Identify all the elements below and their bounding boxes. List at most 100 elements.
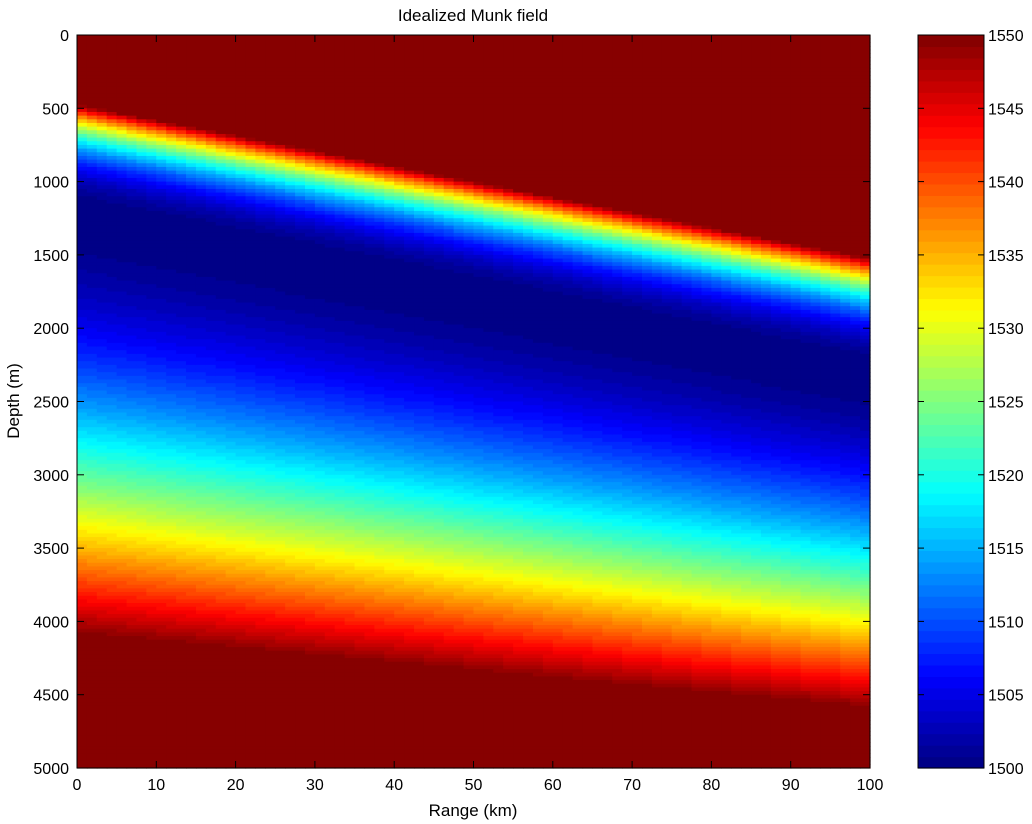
heatmap-cell bbox=[126, 221, 138, 227]
heatmap-cell bbox=[314, 430, 326, 436]
heatmap-cell bbox=[285, 214, 296, 219]
heatmap-cell bbox=[146, 210, 157, 216]
heatmap-cell bbox=[304, 467, 316, 472]
heatmap-cell bbox=[225, 192, 237, 197]
heatmap-cell bbox=[255, 280, 266, 285]
heatmap-cell bbox=[314, 449, 326, 454]
heatmap-cell bbox=[106, 86, 118, 91]
heatmap-cell bbox=[245, 357, 257, 362]
heatmap-cell bbox=[136, 236, 147, 241]
heatmap-cell bbox=[96, 137, 108, 142]
heatmap-cell bbox=[176, 416, 187, 421]
heatmap-cell bbox=[146, 716, 157, 721]
heatmap-cell bbox=[265, 610, 276, 615]
heatmap-cell bbox=[106, 375, 118, 381]
heatmap-cell bbox=[205, 115, 217, 120]
heatmap-cell bbox=[235, 97, 247, 102]
heatmap-cell bbox=[86, 108, 98, 113]
heatmap-cell bbox=[86, 449, 98, 454]
heatmap-cell bbox=[176, 368, 187, 373]
heatmap-cell bbox=[245, 368, 257, 373]
heatmap-cell bbox=[225, 555, 237, 560]
heatmap-cell bbox=[146, 720, 157, 725]
heatmap-cell bbox=[96, 621, 108, 626]
heatmap-cell bbox=[156, 372, 167, 377]
heatmap-cell bbox=[166, 588, 177, 593]
heatmap-cell bbox=[205, 111, 217, 117]
heatmap-cell bbox=[314, 467, 326, 472]
heatmap-cell bbox=[235, 170, 247, 175]
heatmap-cell bbox=[106, 320, 118, 326]
heatmap-cell bbox=[156, 170, 167, 175]
heatmap-cell bbox=[166, 573, 177, 579]
heatmap-cell bbox=[86, 463, 98, 469]
heatmap-cell bbox=[314, 540, 326, 546]
heatmap-cell bbox=[225, 364, 237, 370]
heatmap-cell bbox=[96, 438, 108, 443]
heatmap-cell bbox=[295, 126, 306, 131]
heatmap-cell bbox=[166, 38, 177, 43]
heatmap-cell bbox=[136, 749, 147, 754]
heatmap-cell bbox=[285, 555, 296, 560]
heatmap-cell bbox=[77, 588, 88, 593]
heatmap-cell bbox=[275, 331, 286, 337]
heatmap-cell bbox=[314, 408, 326, 414]
heatmap-cell bbox=[304, 647, 316, 652]
heatmap-cell bbox=[285, 423, 296, 428]
heatmap-cell bbox=[186, 306, 197, 311]
heatmap-cell bbox=[295, 705, 306, 710]
heatmap-cell bbox=[215, 163, 227, 168]
heatmap-cell bbox=[304, 232, 316, 238]
heatmap-cell bbox=[225, 713, 237, 718]
heatmap-cell bbox=[265, 291, 276, 296]
heatmap-cell bbox=[225, 89, 237, 95]
heatmap-cell bbox=[86, 599, 98, 604]
heatmap-cell bbox=[314, 705, 326, 710]
heatmap-cell bbox=[116, 35, 128, 40]
heatmap-cell bbox=[205, 390, 217, 395]
heatmap-cell bbox=[275, 760, 286, 765]
heatmap-cell bbox=[186, 375, 197, 381]
heatmap-cell bbox=[235, 760, 247, 765]
heatmap-cell bbox=[195, 584, 207, 590]
heatmap-cell bbox=[215, 654, 227, 659]
heatmap-cell bbox=[186, 89, 197, 95]
heatmap-cell bbox=[136, 218, 147, 223]
heatmap-cell bbox=[314, 544, 326, 549]
heatmap-cell bbox=[86, 331, 98, 337]
heatmap-cell bbox=[96, 559, 108, 564]
heatmap-cell bbox=[195, 581, 207, 586]
heatmap-cell bbox=[314, 35, 326, 40]
heatmap-cell bbox=[86, 430, 98, 436]
heatmap-cell bbox=[265, 306, 276, 311]
heatmap-cell bbox=[126, 537, 138, 542]
heatmap-cell bbox=[116, 170, 128, 175]
heatmap-cell bbox=[146, 75, 157, 80]
heatmap-cell bbox=[176, 353, 187, 359]
heatmap-cell bbox=[126, 588, 138, 593]
heatmap-cell bbox=[245, 188, 257, 194]
heatmap-cell bbox=[116, 163, 128, 168]
heatmap-cell bbox=[304, 207, 316, 212]
heatmap-cell bbox=[116, 625, 128, 630]
heatmap-cell bbox=[265, 401, 276, 406]
heatmap-cell bbox=[156, 507, 167, 513]
heatmap-cell bbox=[225, 60, 237, 65]
heatmap-cell bbox=[255, 643, 266, 648]
heatmap-cell bbox=[215, 353, 227, 359]
heatmap-cell bbox=[215, 397, 227, 403]
heatmap-cell bbox=[106, 229, 118, 234]
heatmap-cell bbox=[156, 100, 167, 106]
heatmap-cell bbox=[136, 742, 147, 747]
heatmap-cell bbox=[77, 456, 88, 461]
heatmap-cell bbox=[295, 394, 306, 399]
heatmap-cell bbox=[245, 577, 257, 582]
heatmap-cell bbox=[186, 309, 197, 315]
heatmap-cell bbox=[136, 89, 147, 95]
heatmap-cell bbox=[176, 427, 187, 432]
heatmap-cell bbox=[77, 713, 88, 718]
heatmap-cell bbox=[156, 265, 167, 271]
heatmap-cell bbox=[77, 115, 88, 120]
heatmap-cell bbox=[265, 584, 276, 590]
heatmap-cell bbox=[176, 199, 187, 205]
